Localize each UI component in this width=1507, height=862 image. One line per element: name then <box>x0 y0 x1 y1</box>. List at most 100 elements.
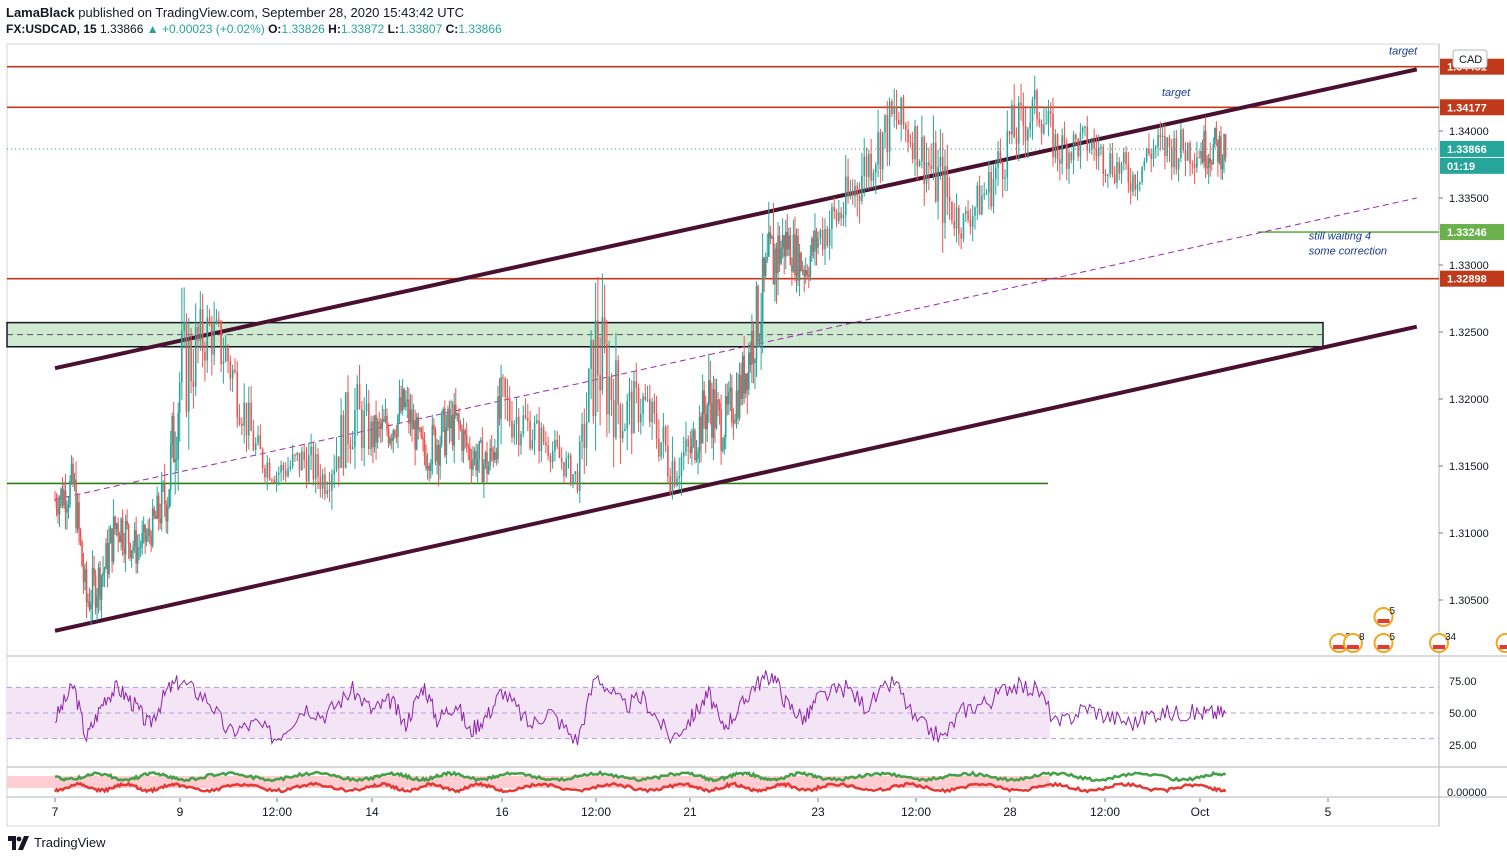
candle-body <box>585 421 588 449</box>
candle-body <box>1200 151 1202 158</box>
publish-info: LamaBlack published on TradingView.com, … <box>6 5 464 20</box>
candle-body <box>658 438 660 457</box>
candle-body <box>911 143 914 160</box>
candle-body <box>1214 127 1216 145</box>
candle-body <box>324 474 326 495</box>
candle-body <box>365 403 368 411</box>
candle-body <box>669 476 671 493</box>
candle-body <box>294 454 296 456</box>
candle-body <box>1001 162 1004 179</box>
candle-body <box>1015 137 1018 145</box>
candle-body <box>1047 111 1050 124</box>
candle-body <box>450 414 452 429</box>
annotation-text: target <box>1389 46 1418 58</box>
candle-body <box>558 446 561 459</box>
candle-body <box>389 438 391 444</box>
candle-body <box>1138 181 1141 185</box>
candle-body <box>448 408 451 429</box>
flag-stripe-icon <box>1499 645 1507 649</box>
candle-body <box>208 317 211 325</box>
green-zone[interactable] <box>6 321 1324 348</box>
candle-body <box>112 516 115 562</box>
time-axis-label: 21 <box>683 805 697 819</box>
candle-body <box>758 339 761 342</box>
candle-body <box>484 452 487 464</box>
candle-body <box>804 270 807 277</box>
candle-body <box>461 429 463 452</box>
time-axis-label: Oct <box>1191 805 1210 819</box>
candle-body <box>76 502 79 529</box>
candle-body <box>82 565 85 582</box>
candle-body <box>166 507 169 522</box>
candle-body <box>63 490 65 506</box>
candle-body <box>1020 102 1022 106</box>
candle-body <box>494 452 496 461</box>
candle-body <box>673 461 676 486</box>
candle-body <box>153 508 155 517</box>
candle-body <box>1198 157 1200 159</box>
up-arrow-icon: ▲ <box>146 22 159 36</box>
candle-body <box>1095 148 1098 157</box>
annotation-text: some correction <box>1309 245 1387 257</box>
candle-body <box>70 463 73 481</box>
candle-body <box>154 516 157 519</box>
candle-body <box>342 415 345 468</box>
candle-body <box>1013 104 1015 138</box>
candle-body <box>1159 134 1162 138</box>
economic-event-flag-icon[interactable] <box>1495 633 1507 653</box>
time-axis-label: 28 <box>1003 805 1017 819</box>
candle-body <box>808 275 810 277</box>
channel-lower-line[interactable] <box>54 324 1418 633</box>
candle-body <box>918 161 921 166</box>
candle-body <box>921 136 923 162</box>
candle-body <box>151 508 154 546</box>
candle-body <box>403 388 406 407</box>
candle-body <box>888 101 891 153</box>
currency-badge[interactable] <box>1452 49 1488 69</box>
flag-stripe-icon <box>1377 619 1390 623</box>
open-value: 1.33826 <box>281 22 325 36</box>
candle-body <box>447 408 449 428</box>
candle-body <box>310 446 312 456</box>
candle-body <box>412 420 415 430</box>
candle-body <box>411 409 413 430</box>
candle-body <box>983 193 986 196</box>
candle-body <box>321 474 324 489</box>
candle-body <box>757 286 759 342</box>
candle-body <box>487 466 490 474</box>
candle-body <box>445 427 448 456</box>
candle-body <box>439 444 441 466</box>
candle-body <box>197 326 199 342</box>
candle-body <box>842 214 845 219</box>
candle-body <box>1029 122 1031 130</box>
candle-body <box>653 401 656 414</box>
candle-body <box>1068 152 1070 169</box>
candle-body <box>840 212 842 219</box>
candle-body <box>1084 126 1086 128</box>
symbol-name[interactable]: FX:USDCAD, 15 <box>6 22 97 36</box>
candle-body <box>156 495 158 519</box>
candle-body <box>526 418 529 421</box>
candle-body <box>159 518 161 524</box>
candle-body <box>711 403 713 438</box>
rsi-axis-label: 25.00 <box>1449 740 1477 752</box>
candles <box>54 75 1227 626</box>
candle-body <box>826 228 829 246</box>
candle-body <box>1088 148 1091 151</box>
channel-upper-line[interactable] <box>54 67 1418 371</box>
candle-body <box>819 230 822 239</box>
candle-body <box>771 236 773 239</box>
candle-body <box>478 441 481 460</box>
candle-body <box>213 322 215 355</box>
candle-body <box>363 410 365 449</box>
candle-body <box>872 172 875 181</box>
candle-body <box>916 126 919 166</box>
author-name[interactable]: LamaBlack <box>6 5 75 20</box>
candle-body <box>75 479 77 529</box>
candle-body <box>946 166 949 197</box>
candle-body <box>1072 134 1075 161</box>
candle-body <box>144 524 146 542</box>
tradingview-logo[interactable]: TradingView <box>8 835 106 850</box>
price-label: 1.33246 <box>1447 227 1487 239</box>
